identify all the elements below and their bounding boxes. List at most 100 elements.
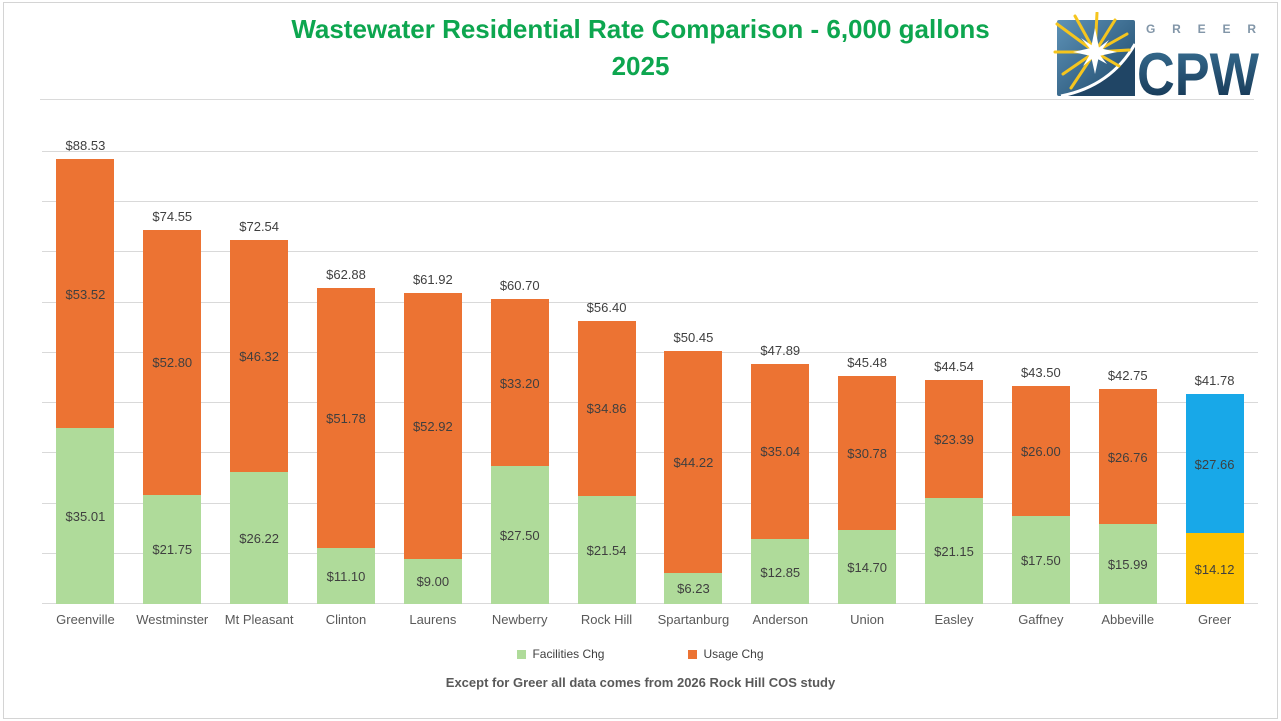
x-axis-label: Laurens xyxy=(409,612,457,627)
plot-area: $35.01 $53.52 $88.53 $21.75 $52.80 $74.55 $26.… xyxy=(42,138,1258,604)
facilities-charge-segment: $6.23 xyxy=(664,572,723,604)
chart-title-line2: 2025 xyxy=(611,51,670,81)
usage-charge-value: $51.78 xyxy=(326,411,366,427)
page-title: Wastewater Residential Rate Comparison -… xyxy=(0,11,1281,85)
facilities-charge-segment: $14.70 xyxy=(838,530,897,604)
header-divider xyxy=(40,99,1254,100)
x-axis-label: Greer xyxy=(1197,612,1232,627)
usage-charge-value: $27.66 xyxy=(1194,456,1235,472)
usage-swatch-icon xyxy=(688,649,698,659)
usage-charge-segment: $52.80 xyxy=(143,229,202,495)
total-value-label: $61.92 xyxy=(412,272,453,288)
facilities-charge-segment: $14.12 xyxy=(1185,533,1244,604)
usage-charge-segment: $35.04 xyxy=(751,363,810,540)
x-axis-label: Mt Pleasant xyxy=(224,612,294,627)
usage-charge-value: $23.39 xyxy=(934,432,974,448)
facilities-charge-segment: $26.22 xyxy=(230,472,289,604)
facilities-charge-segment: $11.10 xyxy=(317,548,375,604)
bar-stack: $26.22 $46.32 $72.54 xyxy=(230,152,289,604)
facilities-charge-segment: $27.50 xyxy=(490,465,549,604)
facilities-charge-value: $27.50 xyxy=(499,527,540,543)
usage-charge-segment: $27.66 xyxy=(1185,394,1244,534)
x-axis-label: Gaffney xyxy=(1018,612,1064,627)
usage-charge-value: $26.76 xyxy=(1107,449,1148,465)
bar-stack: $17.50 $26.00 $43.50 xyxy=(1011,152,1070,604)
gridline xyxy=(42,201,1258,203)
facilities-charge-value: $14.70 xyxy=(847,560,888,576)
bar-stack: $27.50 $33.20 $60.70 xyxy=(490,152,549,604)
usage-charge-segment: $34.86 xyxy=(577,320,636,496)
usage-charge-segment: $30.78 xyxy=(838,375,897,531)
gridline xyxy=(42,452,1258,454)
gridline xyxy=(42,151,1258,152)
total-value-label: $88.53 xyxy=(65,138,106,154)
bar-stack: $21.54 $34.86 $56.40 xyxy=(577,152,636,604)
facilities-charge-value: $26.22 xyxy=(239,531,280,547)
usage-charge-segment: $53.52 xyxy=(56,159,115,429)
gridline xyxy=(42,402,1258,404)
gridline xyxy=(42,301,1258,303)
usage-charge-segment: $26.00 xyxy=(1011,385,1070,517)
x-axis-label: Union xyxy=(850,612,885,627)
facilities-charge-value: $14.12 xyxy=(1194,561,1235,577)
usage-charge-segment: $26.76 xyxy=(1098,389,1157,524)
usage-charge-value: $30.78 xyxy=(847,445,888,461)
logo-text-cpw: CPW xyxy=(1137,41,1259,98)
facilities-charge-value: $21.15 xyxy=(934,543,974,559)
usage-charge-value: $33.20 xyxy=(499,375,540,391)
facilities-charge-value: $21.54 xyxy=(586,542,627,558)
bar-stack: $15.99 $26.76 $42.75 xyxy=(1098,152,1157,604)
facilities-charge-segment: $17.50 xyxy=(1011,516,1070,604)
facilities-swatch-icon xyxy=(517,649,527,659)
bar-stack: $21.15 $23.39 $44.54 xyxy=(925,152,983,604)
legend-item-usage: Usage Chg xyxy=(688,647,764,661)
bar-stack: $14.12 $27.66 $41.78 xyxy=(1185,152,1244,604)
total-value-label: $41.78 xyxy=(1194,373,1235,389)
facilities-charge-value: $9.00 xyxy=(416,574,450,590)
x-axis-label: Easley xyxy=(934,612,974,627)
facilities-charge-segment: $9.00 xyxy=(403,558,462,604)
facilities-charge-segment: $21.54 xyxy=(577,495,636,604)
gridline xyxy=(42,502,1258,504)
facilities-charge-value: $35.01 xyxy=(65,509,106,525)
facilities-charge-value: $11.10 xyxy=(326,569,366,585)
total-value-label: $45.48 xyxy=(847,354,888,370)
gridline xyxy=(42,552,1258,554)
legend: Facilities Chg Usage Chg xyxy=(0,647,1281,661)
usage-charge-segment: $51.78 xyxy=(317,288,375,549)
total-value-label: $60.70 xyxy=(499,278,540,294)
facilities-charge-value: $6.23 xyxy=(677,581,710,597)
bar-stack: $35.01 $53.52 $88.53 xyxy=(56,138,115,604)
facilities-charge-segment: $21.15 xyxy=(925,497,983,604)
usage-charge-segment: $33.20 xyxy=(490,299,549,466)
logo-text-greer: GREER xyxy=(1146,22,1256,36)
total-value-label: $42.75 xyxy=(1107,368,1148,384)
facilities-charge-segment: $21.75 xyxy=(143,494,202,604)
x-axis-label: Spartanburg xyxy=(657,612,730,627)
total-value-label: $72.54 xyxy=(239,218,280,234)
x-axis-label: Westminster xyxy=(136,612,209,627)
legend-label-facilities: Facilities Chg xyxy=(532,647,605,661)
x-axis-label: Newberry xyxy=(491,612,548,627)
x-axis-label: Greenville xyxy=(56,612,115,627)
usage-charge-segment: $44.22 xyxy=(664,350,723,573)
total-value-label: $43.50 xyxy=(1020,364,1061,380)
usage-charge-value: $52.80 xyxy=(152,355,193,371)
total-value-label: $62.88 xyxy=(326,267,366,283)
total-value-label: $44.54 xyxy=(934,359,974,375)
total-value-label: $74.55 xyxy=(152,208,193,224)
gridline xyxy=(42,351,1258,353)
bar-stack: $12.85 $35.04 $47.89 xyxy=(751,152,810,604)
legend-item-facilities: Facilities Chg xyxy=(517,647,604,661)
usage-charge-segment: $23.39 xyxy=(925,380,983,498)
usage-charge-value: $52.92 xyxy=(412,418,453,434)
facilities-charge-segment: $12.85 xyxy=(751,539,810,604)
usage-charge-value: $26.00 xyxy=(1020,443,1061,459)
total-value-label: $47.89 xyxy=(760,342,801,358)
usage-charge-value: $34.86 xyxy=(586,401,627,417)
gridline xyxy=(42,251,1258,253)
bar-stack: $9.00 $52.92 $61.92 xyxy=(403,152,462,604)
facilities-charge-value: $17.50 xyxy=(1020,553,1061,569)
usage-charge-segment: $46.32 xyxy=(230,239,289,473)
usage-charge-segment: $52.92 xyxy=(403,293,462,559)
